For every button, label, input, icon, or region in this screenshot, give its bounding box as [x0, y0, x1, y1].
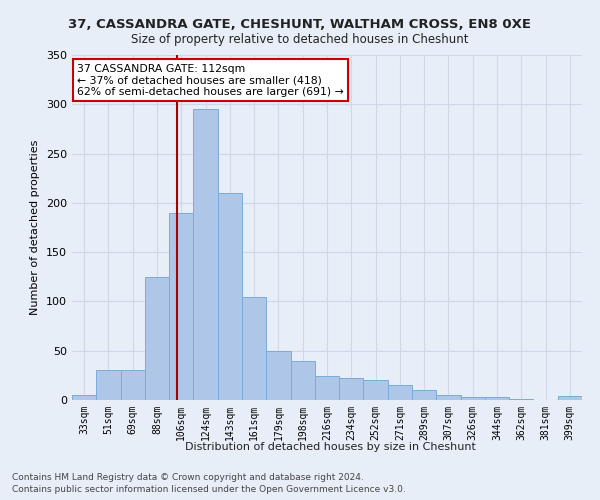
Bar	[509, 399, 533, 400]
Text: 37 CASSANDRA GATE: 112sqm
← 37% of detached houses are smaller (418)
62% of semi: 37 CASSANDRA GATE: 112sqm ← 37% of detac…	[77, 64, 344, 97]
Bar	[436, 395, 461, 400]
Bar	[218, 193, 242, 400]
Bar	[266, 350, 290, 400]
Text: Contains public sector information licensed under the Open Government Licence v3: Contains public sector information licen…	[12, 485, 406, 494]
Bar	[412, 390, 436, 400]
Text: Distribution of detached houses by size in Cheshunt: Distribution of detached houses by size …	[185, 442, 475, 452]
Text: Size of property relative to detached houses in Cheshunt: Size of property relative to detached ho…	[131, 32, 469, 46]
Bar	[364, 380, 388, 400]
Y-axis label: Number of detached properties: Number of detached properties	[31, 140, 40, 315]
Bar	[290, 360, 315, 400]
Bar	[558, 396, 582, 400]
Text: 37, CASSANDRA GATE, CHESHUNT, WALTHAM CROSS, EN8 0XE: 37, CASSANDRA GATE, CHESHUNT, WALTHAM CR…	[68, 18, 532, 30]
Bar	[315, 376, 339, 400]
Bar	[485, 397, 509, 400]
Bar	[145, 277, 169, 400]
Bar	[388, 385, 412, 400]
Bar	[193, 109, 218, 400]
Bar	[242, 296, 266, 400]
Bar	[72, 395, 96, 400]
Bar	[121, 370, 145, 400]
Bar	[461, 397, 485, 400]
Bar	[169, 212, 193, 400]
Bar	[96, 370, 121, 400]
Bar	[339, 378, 364, 400]
Text: Contains HM Land Registry data © Crown copyright and database right 2024.: Contains HM Land Registry data © Crown c…	[12, 472, 364, 482]
